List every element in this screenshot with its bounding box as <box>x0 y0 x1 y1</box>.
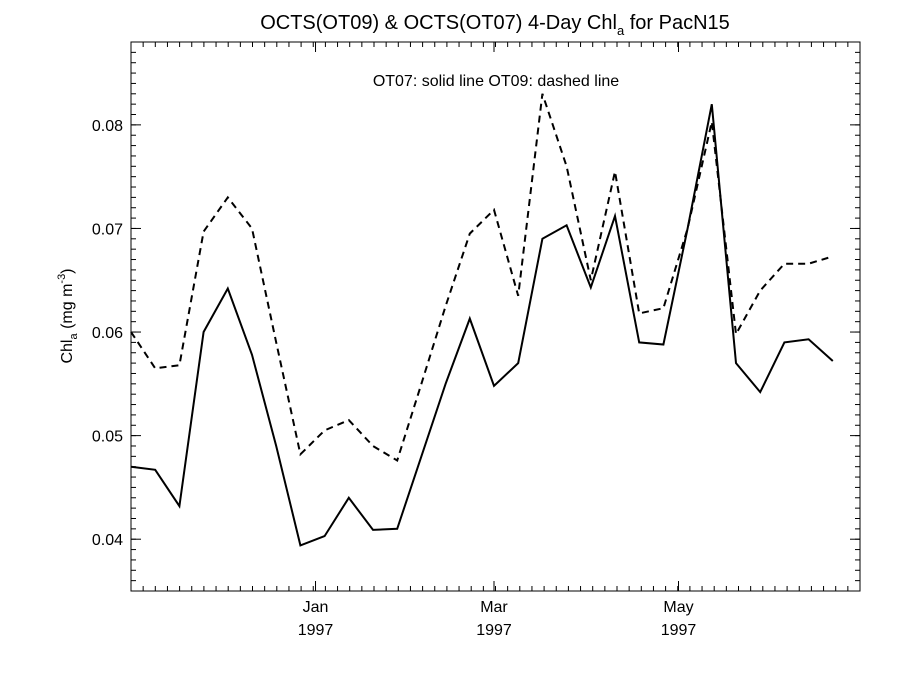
x-tick-label-year: 1997 <box>661 622 697 639</box>
x-tick-label-year: 1997 <box>298 622 334 639</box>
y-axis-label: Chla (mg m-3) <box>56 268 80 363</box>
x-tick-label-month: Jan <box>303 599 329 616</box>
series-line-ot07 <box>130 104 834 547</box>
y-tick-label: 0.05 <box>92 429 123 446</box>
y-tick-label: 0.04 <box>92 532 123 549</box>
y-tick-label: 0.06 <box>92 325 123 342</box>
y-axis: 0.04 0.05 0.06 0.07 0.08 <box>92 51 860 582</box>
plot-frame <box>130 41 861 592</box>
x-tick-label-month: May <box>663 599 693 616</box>
x-axis: Jan 1997 Mar 1997 May 1997 <box>142 42 849 639</box>
plot-area <box>130 93 834 547</box>
x-tick-label-month: Mar <box>480 599 508 616</box>
y-tick-label: 0.08 <box>92 118 123 135</box>
chart-title: OCTS(OT09) & OCTS(OT07) 4-Day Chla for P… <box>260 12 730 38</box>
y-tick-label: 0.07 <box>92 221 123 238</box>
legend-annotation: OT07: solid line OT09: dashed line <box>373 73 619 90</box>
series-line-ot09 <box>130 93 834 463</box>
x-tick-label-year: 1997 <box>476 622 512 639</box>
